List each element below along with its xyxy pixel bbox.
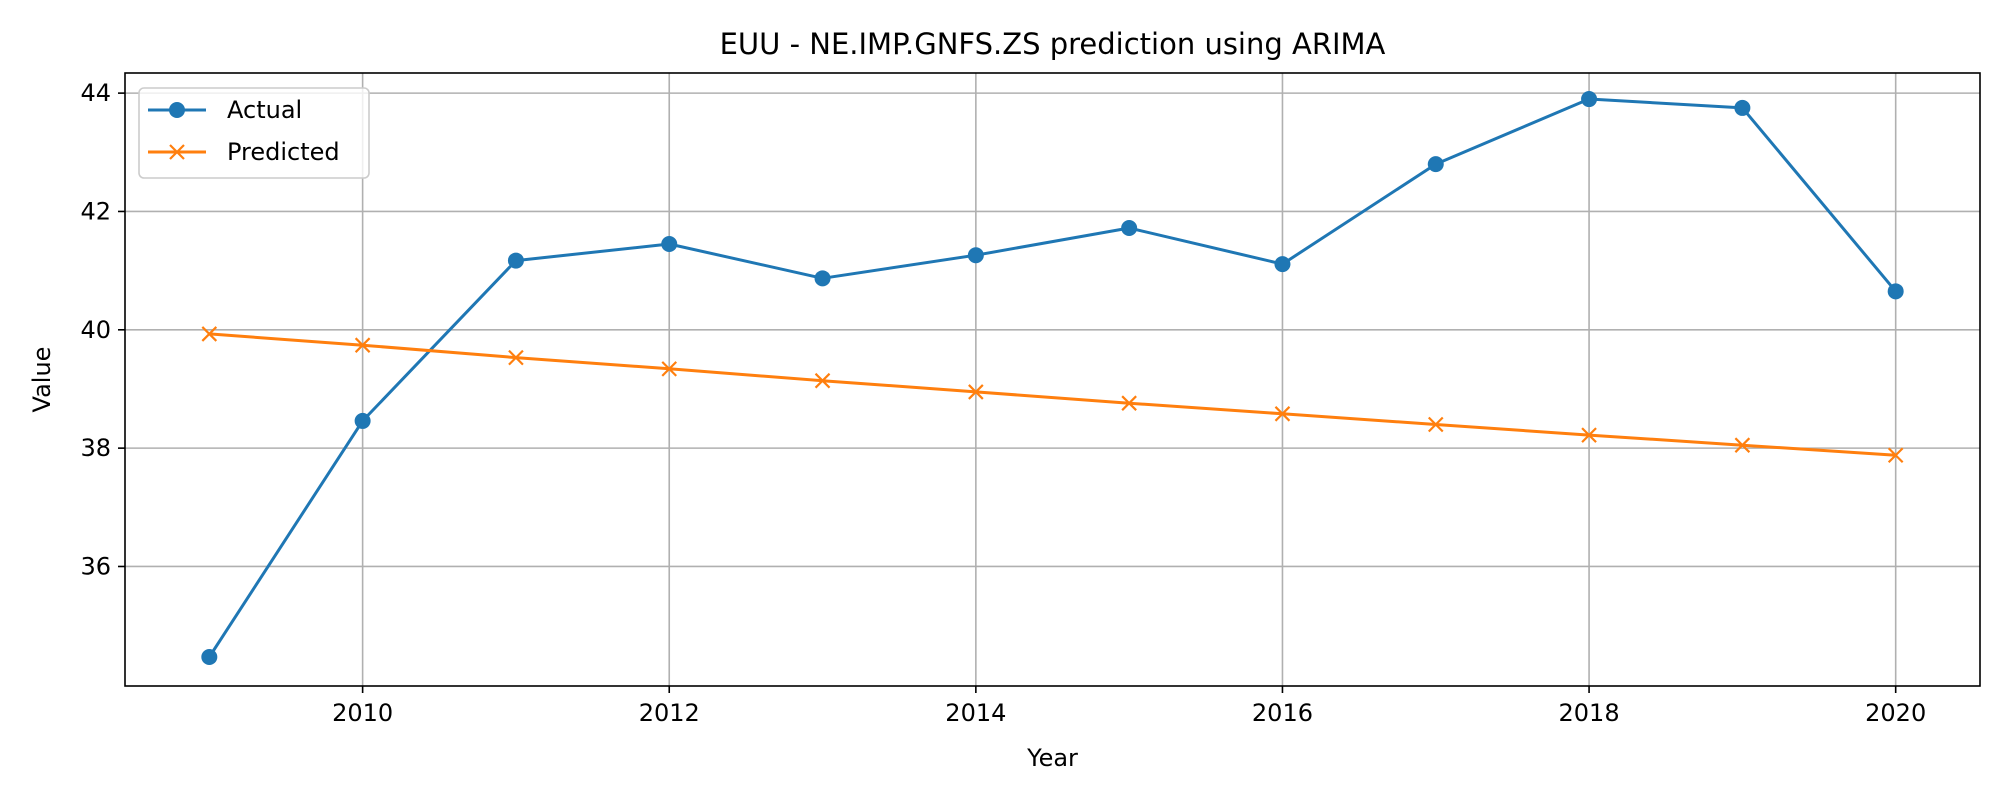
chart-title: EUU - NE.IMP.GNFS.ZS prediction using AR… — [720, 27, 1386, 61]
x-tick-label: 2012 — [639, 699, 700, 727]
predicted-point — [1581, 427, 1597, 443]
actual-point — [1274, 256, 1291, 273]
predicted-point — [1274, 406, 1291, 422]
predicted-point — [1427, 416, 1444, 433]
actual-point — [1581, 91, 1598, 108]
legend-predicted-marker — [169, 144, 185, 160]
actual-point — [354, 412, 371, 429]
actual-point — [1887, 283, 1904, 300]
x-tick-label: 2020 — [1865, 699, 1926, 727]
predicted-point — [968, 384, 984, 400]
actual-point — [1427, 156, 1444, 173]
actual-line — [208, 97, 1897, 658]
actual-point — [661, 236, 678, 253]
x-tick-label: 2014 — [945, 699, 1006, 727]
y-tick-label: 38 — [80, 434, 111, 462]
legend-predicted-label: Predicted — [227, 138, 340, 166]
x-tick-label: 2016 — [1252, 699, 1313, 727]
x-tick-label: 2018 — [1559, 699, 1620, 727]
grid — [125, 73, 1980, 686]
y-tick-label: 36 — [80, 552, 111, 580]
plot-frame — [124, 72, 1981, 687]
predicted-point — [661, 361, 678, 377]
legend: Actual Predicted — [138, 87, 370, 179]
predicted-point — [508, 349, 524, 366]
y-tick-label: 42 — [80, 197, 111, 225]
actual-point — [967, 247, 984, 264]
predicted-point — [1887, 447, 1904, 464]
predicted-line — [209, 332, 1896, 457]
tick-layer: 2010 2012 2014 2016 2018 2020 36 38 40 42 44 — [80, 79, 1926, 727]
predicted-point — [354, 337, 371, 353]
x-axis-label: Year — [1026, 744, 1078, 772]
legend-actual-label: Actual — [227, 96, 302, 124]
y-tick-label: 40 — [80, 316, 111, 344]
actual-point — [1121, 220, 1138, 237]
predicted-point — [1121, 395, 1137, 411]
predicted-point — [814, 372, 831, 389]
actual-point — [507, 252, 524, 269]
actual-point — [1734, 99, 1751, 116]
y-tick-label: 44 — [80, 79, 111, 107]
series-layer — [201, 91, 1904, 666]
actual-point — [201, 649, 218, 666]
y-axis-label: Value — [28, 347, 56, 413]
x-tick-label: 2010 — [332, 699, 393, 727]
predicted-point — [1734, 437, 1751, 453]
predicted-point — [201, 326, 218, 342]
legend-actual-marker — [169, 102, 185, 118]
actual-point — [814, 270, 831, 287]
